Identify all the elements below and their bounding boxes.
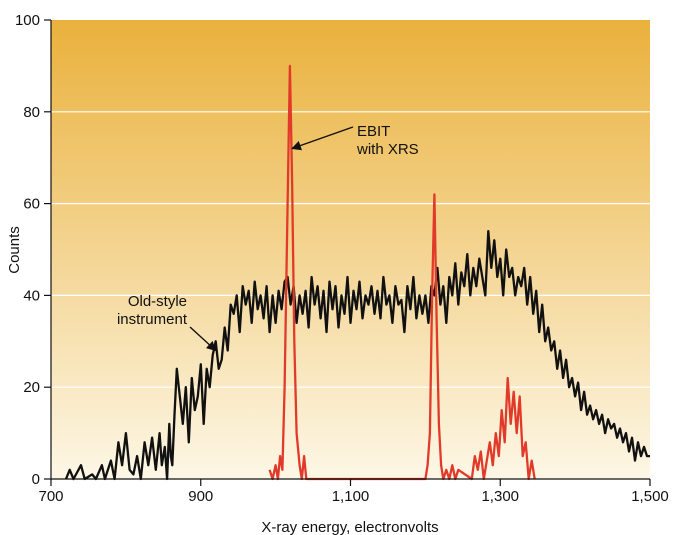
x-tick-label-1300: 1,300 xyxy=(481,488,519,505)
annotation-arrow-1 xyxy=(189,326,217,352)
series-group xyxy=(64,64,650,481)
y-tick-label-40: 40 xyxy=(23,287,40,304)
annotation-arrow-0 xyxy=(291,126,354,151)
annotation-label-1: Old-style instrument xyxy=(117,293,188,328)
series-line-0 xyxy=(64,229,650,481)
plot-background xyxy=(51,20,650,479)
x-axis-label: X-ray energy, electronvolts xyxy=(261,519,438,535)
y-tick-label-100: 100 xyxy=(15,12,40,29)
x-tick-label-1100: 1,100 xyxy=(332,488,370,505)
axes: 0 20 40 60 80 100 700 900 1,100 1,300 1,500 xyxy=(15,12,669,505)
y-tick-label-20: 20 xyxy=(23,379,40,396)
gridlines xyxy=(51,111,650,388)
y-axis-label: Counts xyxy=(6,226,23,274)
x-tick-label-1500: 1,500 xyxy=(631,488,669,505)
series-line-1 xyxy=(268,64,536,481)
x-tick-label-900: 900 xyxy=(188,488,213,505)
annotations: EBIT with XRS Old-style instrument xyxy=(117,123,419,352)
y-tick-label-80: 80 xyxy=(23,104,40,121)
y-tick-label-0: 0 xyxy=(32,471,40,488)
y-tick-label-60: 60 xyxy=(23,196,40,213)
x-tick-label-700: 700 xyxy=(38,488,63,505)
annotation-label-0: EBIT with XRS xyxy=(356,123,419,158)
